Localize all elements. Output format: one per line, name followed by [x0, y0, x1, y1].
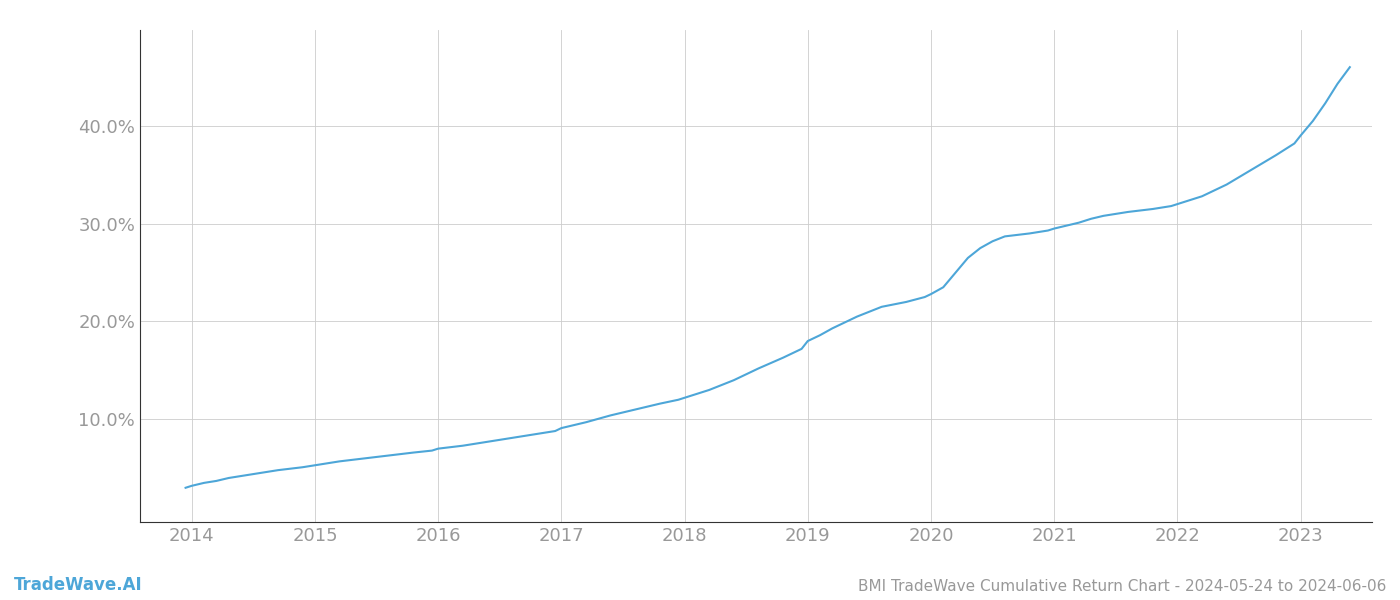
Text: BMI TradeWave Cumulative Return Chart - 2024-05-24 to 2024-06-06: BMI TradeWave Cumulative Return Chart - … — [858, 579, 1386, 594]
Text: TradeWave.AI: TradeWave.AI — [14, 576, 143, 594]
